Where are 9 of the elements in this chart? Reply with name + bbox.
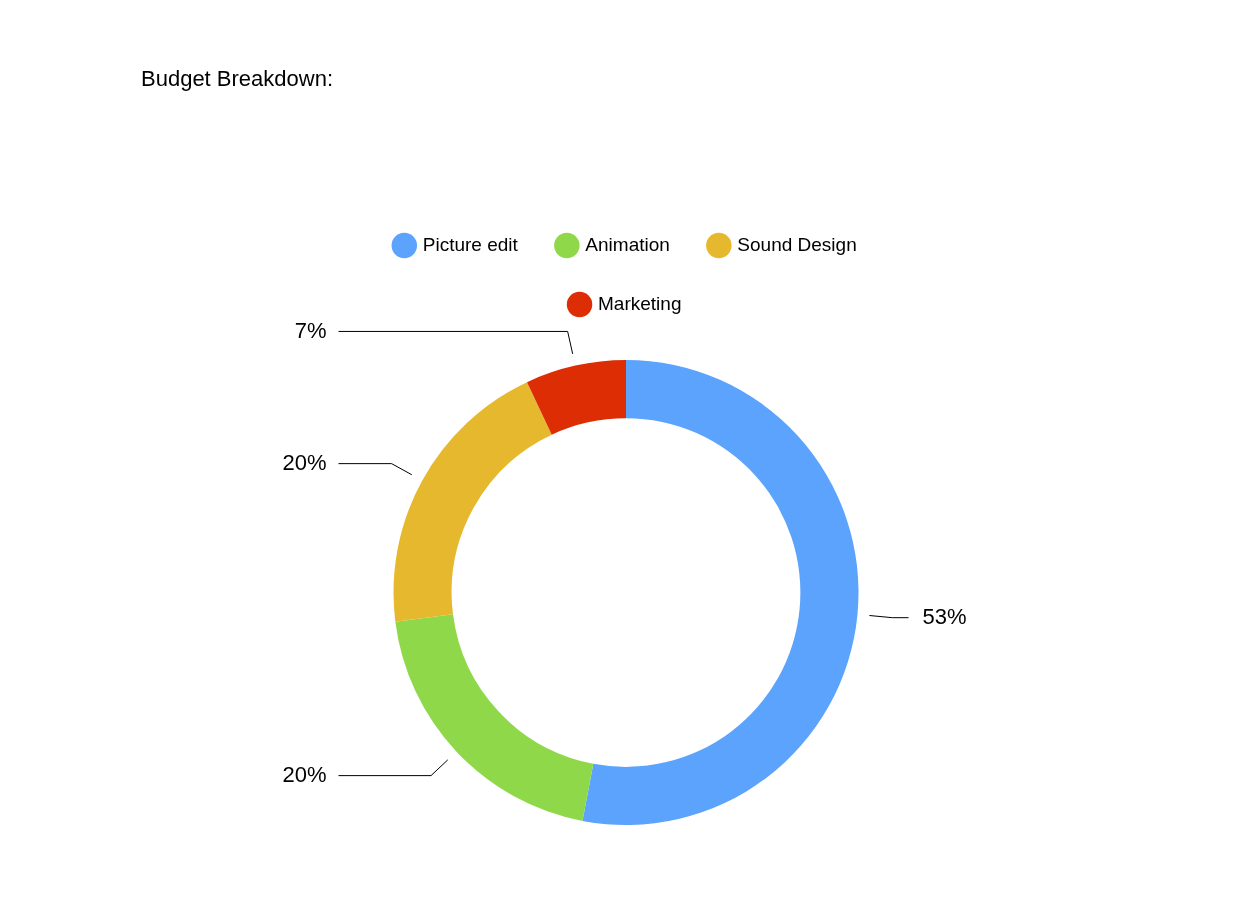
legend-label: Picture edit xyxy=(422,233,519,255)
data-label: 53% xyxy=(922,603,967,629)
data-label: 20% xyxy=(282,449,327,475)
legend-label: Sound Design xyxy=(737,233,857,255)
legend-label: Animation xyxy=(585,233,670,255)
data-label: 20% xyxy=(282,761,327,787)
legend-label: Marketing xyxy=(598,292,682,314)
data-label: 7% xyxy=(294,317,327,343)
chart-title: Budget Breakdown: xyxy=(141,66,334,92)
